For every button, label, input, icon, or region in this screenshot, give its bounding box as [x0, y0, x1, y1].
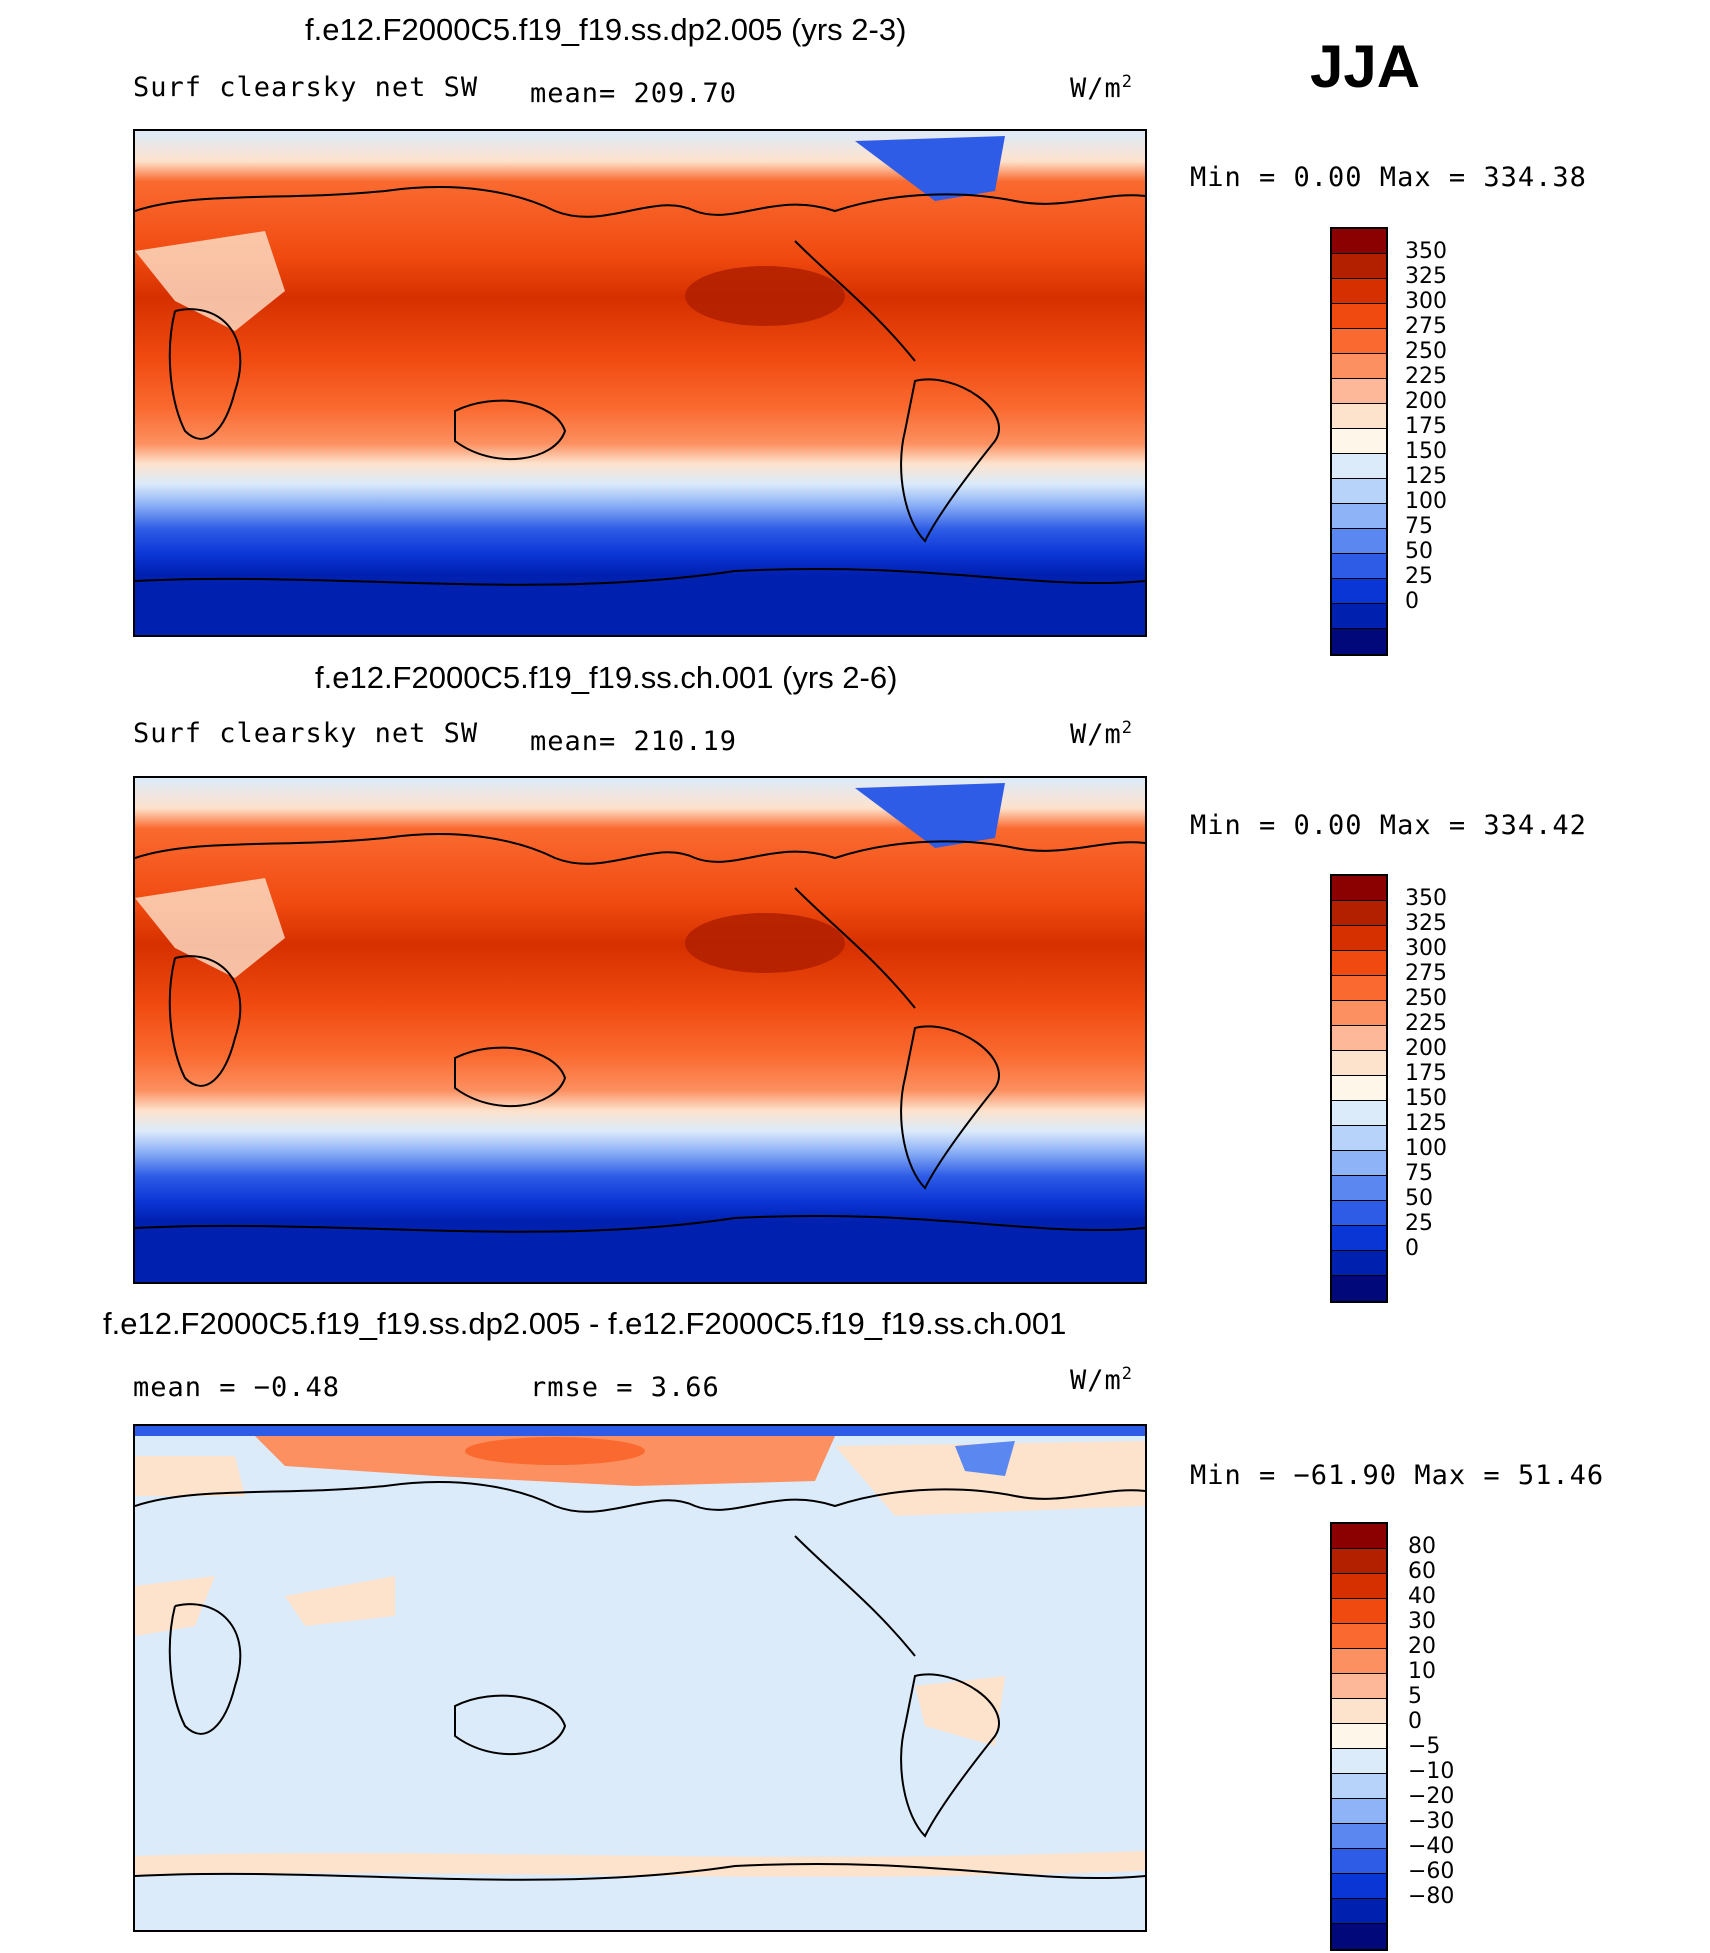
panel2-variable: Surf clearsky net SW: [133, 718, 479, 749]
colorbar-label: 5: [1408, 1684, 1422, 1709]
colorbar-label: 225: [1405, 364, 1447, 389]
colorbar-label: 200: [1405, 1036, 1447, 1061]
colorbar-label: 225: [1405, 1011, 1447, 1036]
panel2-colorbar: [1330, 874, 1388, 1303]
colorbar-label: 100: [1405, 489, 1447, 514]
colorbar-label: 40: [1408, 1584, 1436, 1609]
colorbar-label: −10: [1408, 1759, 1455, 1784]
panel3-map-image: [135, 1426, 1145, 1930]
colorbar-label: −80: [1408, 1884, 1455, 1909]
colorbar-label: 60: [1408, 1559, 1436, 1584]
colorbar-label: 80: [1408, 1534, 1436, 1559]
colorbar-label: 175: [1405, 414, 1447, 439]
colorbar-label: 325: [1405, 264, 1447, 289]
panel3-title: f.e12.F2000C5.f19_f19.ss.dp2.005 - f.e12…: [103, 1306, 1067, 1341]
panel1-variable: Surf clearsky net SW: [133, 72, 479, 103]
colorbar-label: −20: [1408, 1784, 1455, 1809]
panel1-mean: mean= 209.70: [530, 78, 738, 109]
colorbar-label: 50: [1405, 1186, 1433, 1211]
colorbar-label: 10: [1408, 1659, 1436, 1684]
colorbar-label: 30: [1408, 1609, 1436, 1634]
panel2-map: [133, 776, 1147, 1284]
colorbar-label: −5: [1408, 1734, 1441, 1759]
colorbar-label: 325: [1405, 911, 1447, 936]
colorbar-label: 300: [1405, 289, 1447, 314]
panel3-rmse: rmse = 3.66: [530, 1372, 720, 1403]
panel2-title: f.e12.F2000C5.f19_f19.ss.ch.001 (yrs 2-6…: [315, 660, 898, 695]
colorbar-label: 0: [1405, 1236, 1419, 1261]
season-label: JJA: [1310, 33, 1421, 100]
panel3-unit: W/m2: [1070, 1364, 1134, 1396]
panel2-unit: W/m2: [1070, 718, 1134, 750]
colorbar-label: 0: [1405, 589, 1419, 614]
panel2-mean: mean= 210.19: [530, 726, 738, 757]
panel1-title: f.e12.F2000C5.f19_f19.ss.dp2.005 (yrs 2-…: [305, 12, 907, 47]
panel1-map-image: [135, 131, 1145, 635]
panel1-map: [133, 129, 1147, 637]
colorbar-label: 25: [1405, 1211, 1433, 1236]
colorbar-label: 125: [1405, 1111, 1447, 1136]
colorbar-label: 350: [1405, 886, 1447, 911]
colorbar-label: 300: [1405, 936, 1447, 961]
panel1-unit: W/m2: [1070, 72, 1134, 104]
colorbar-label: 100: [1405, 1136, 1447, 1161]
colorbar-label: 350: [1405, 239, 1447, 264]
colorbar-label: 150: [1405, 1086, 1447, 1111]
colorbar-label: 200: [1405, 389, 1447, 414]
panel2-map-image: [135, 778, 1145, 1282]
colorbar-label: 20: [1408, 1634, 1436, 1659]
colorbar-label: 150: [1405, 439, 1447, 464]
colorbar-label: 250: [1405, 339, 1447, 364]
colorbar-label: 25: [1405, 564, 1433, 589]
colorbar-label: 0: [1408, 1709, 1422, 1734]
panel3-colorbar: [1330, 1522, 1388, 1951]
colorbar-label: 250: [1405, 986, 1447, 1011]
panel3-map: [133, 1424, 1147, 1932]
colorbar-label: 50: [1405, 539, 1433, 564]
panel1-minmax: Min = 0.00 Max = 334.38: [1190, 162, 1587, 193]
panel3-minmax: Min = −61.90 Max = 51.46: [1190, 1460, 1605, 1491]
colorbar-label: 275: [1405, 314, 1447, 339]
colorbar-label: −30: [1408, 1809, 1455, 1834]
colorbar-label: 275: [1405, 961, 1447, 986]
colorbar-label: 75: [1405, 514, 1433, 539]
panel2-minmax: Min = 0.00 Max = 334.42: [1190, 810, 1587, 841]
colorbar-label: −40: [1408, 1834, 1455, 1859]
colorbar-label: 175: [1405, 1061, 1447, 1086]
colorbar-label: 125: [1405, 464, 1447, 489]
panel1-colorbar: [1330, 227, 1388, 656]
panel3-mean: mean = −0.48: [133, 1372, 341, 1403]
colorbar-label: 75: [1405, 1161, 1433, 1186]
colorbar-label: −60: [1408, 1859, 1455, 1884]
